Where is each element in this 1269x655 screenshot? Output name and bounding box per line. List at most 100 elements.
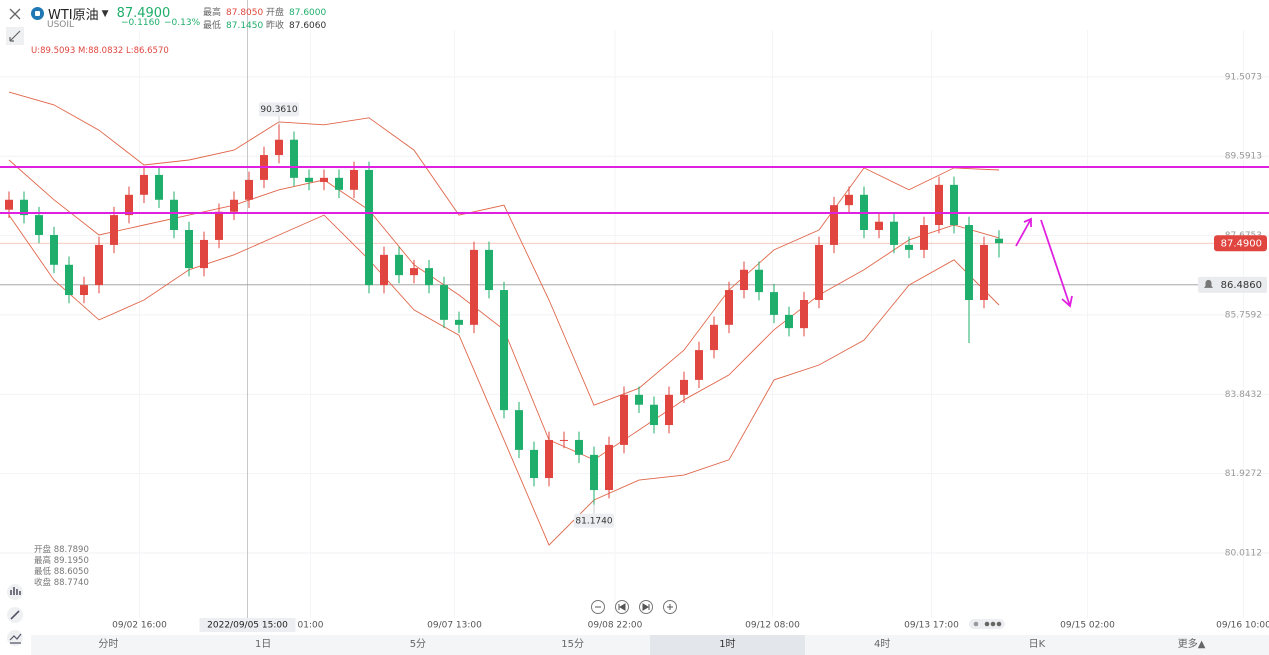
x-tick-label: 09/15 02:00 [1060, 621, 1115, 631]
timeframe-tab[interactable]: 5分 [409, 639, 427, 650]
candle-body [830, 205, 838, 245]
timeframe-tab[interactable]: 更多▲ [1177, 639, 1206, 650]
stat-value: 87.6060 [289, 21, 327, 31]
candle-body [95, 244, 103, 286]
annotation-label: 90.3610 [260, 105, 297, 115]
candle-body [215, 211, 223, 240]
y-tick-label: 81.9272 [1225, 469, 1262, 479]
candle-body [965, 225, 973, 300]
candle-body [995, 238, 1003, 244]
candle-body [170, 199, 178, 231]
candle-body [755, 269, 763, 293]
icon [618, 603, 626, 611]
candle-body [575, 439, 583, 455]
candle-body [305, 177, 313, 182]
indicator-middle: M:88.0832 [77, 46, 124, 56]
indicator-upper: U:89.5093 [31, 46, 76, 56]
ohlc-line: 开盘 88.7890 [34, 545, 89, 555]
draw-icon [10, 610, 20, 620]
arrow-up [1015, 217, 1032, 247]
dropdown-icon[interactable]: ▼ [101, 8, 109, 19]
indicator-button[interactable] [7, 584, 23, 600]
candle-body [20, 199, 28, 216]
stat-label: 开盘 [266, 8, 285, 18]
y-tick-label: 85.7592 [1225, 310, 1262, 320]
forecast-arrows [1015, 217, 1073, 308]
candle-body [545, 439, 553, 479]
candle-body [35, 215, 43, 235]
icon [642, 603, 650, 611]
alert-label: 86.4860 [1221, 280, 1262, 291]
candle-body [335, 177, 343, 190]
candle-body [710, 324, 718, 351]
y-tick-label: 91.5073 [1225, 72, 1262, 82]
candle-body [185, 230, 193, 269]
candle-body [815, 244, 823, 300]
bell-icon [1204, 279, 1213, 288]
arrow-down [1040, 219, 1073, 308]
candle-body [605, 444, 613, 491]
dot [973, 621, 979, 627]
stat-label: 最高 [203, 8, 222, 18]
candle-body [365, 169, 373, 286]
symbol-icon [31, 7, 44, 20]
x-tick-label: 09/16 10:00 [1216, 621, 1269, 631]
candle-body [485, 249, 493, 291]
stat-value: 87.1450 [226, 21, 264, 31]
alert-box [1198, 276, 1267, 293]
annotation-box [574, 513, 614, 528]
plot: 09/02 16:00 01:00 09/07 13:00 09/08 22:00 09… [0, 0, 1269, 632]
candle-body [275, 139, 283, 156]
compare-icon [9, 633, 22, 644]
candle-body [680, 379, 688, 395]
annotation-label: 81.1740 [575, 516, 612, 526]
candle-body [905, 244, 913, 250]
stat-label: 最低 [203, 21, 222, 31]
candle-body [470, 249, 478, 325]
timeframe-tab[interactable]: 15分 [561, 639, 584, 650]
zoom-controls [591, 600, 1005, 629]
candle-body [350, 169, 358, 190]
x-tick-label: 09/13 17:00 [904, 621, 959, 631]
candle-body [5, 199, 13, 210]
x-tick-label: 09/07 13:00 [427, 621, 482, 631]
candle-body [620, 394, 628, 445]
compare-button[interactable] [7, 630, 23, 646]
timeframe-tab[interactable]: 1时 [650, 635, 805, 655]
x-tick-label: 01:00 [298, 621, 324, 631]
timeframe-tabs: 分时 1日 5分 15分 1时 4时 日K 更多▲ [31, 635, 1269, 655]
code: USOIL [47, 20, 75, 30]
candle-body [140, 174, 148, 195]
candle-body [740, 269, 748, 291]
candle-body [65, 264, 73, 296]
candle-body [440, 285, 448, 320]
timeframe-tab[interactable]: 4时 [873, 639, 891, 650]
candle-body [590, 454, 598, 491]
timeframe-tab[interactable]: 1日 [254, 639, 272, 650]
last-price-box [1214, 235, 1267, 252]
timeframe-tab[interactable]: 日K [1028, 639, 1046, 650]
last-price-label: 87.4900 [1221, 238, 1262, 249]
candle-body [980, 244, 988, 300]
y-tick-label: 83.8432 [1225, 390, 1262, 400]
candle-body [200, 239, 208, 269]
candle-body [230, 199, 238, 212]
candle-body [725, 290, 733, 325]
candle-body [455, 319, 463, 325]
symbol[interactable]: WTI原油 [48, 8, 99, 23]
candle-body [560, 439, 568, 441]
change-pct: −0.13% [164, 18, 201, 28]
candle-body [50, 234, 58, 265]
candle-body [530, 449, 538, 479]
timeframe-tab[interactable]: 分时 [98, 639, 119, 650]
candle-body [785, 314, 793, 329]
crosshair-label: 2022/09/05 15:00 [207, 621, 288, 631]
y-tick-label: 89.5913 [1225, 152, 1262, 162]
candle-body [500, 290, 508, 411]
crosshair-box [199, 618, 296, 632]
x-tick-label: 09/08 22:00 [588, 621, 643, 631]
ohlc-line: 最低 88.6050 [34, 567, 89, 577]
icon [667, 604, 673, 610]
